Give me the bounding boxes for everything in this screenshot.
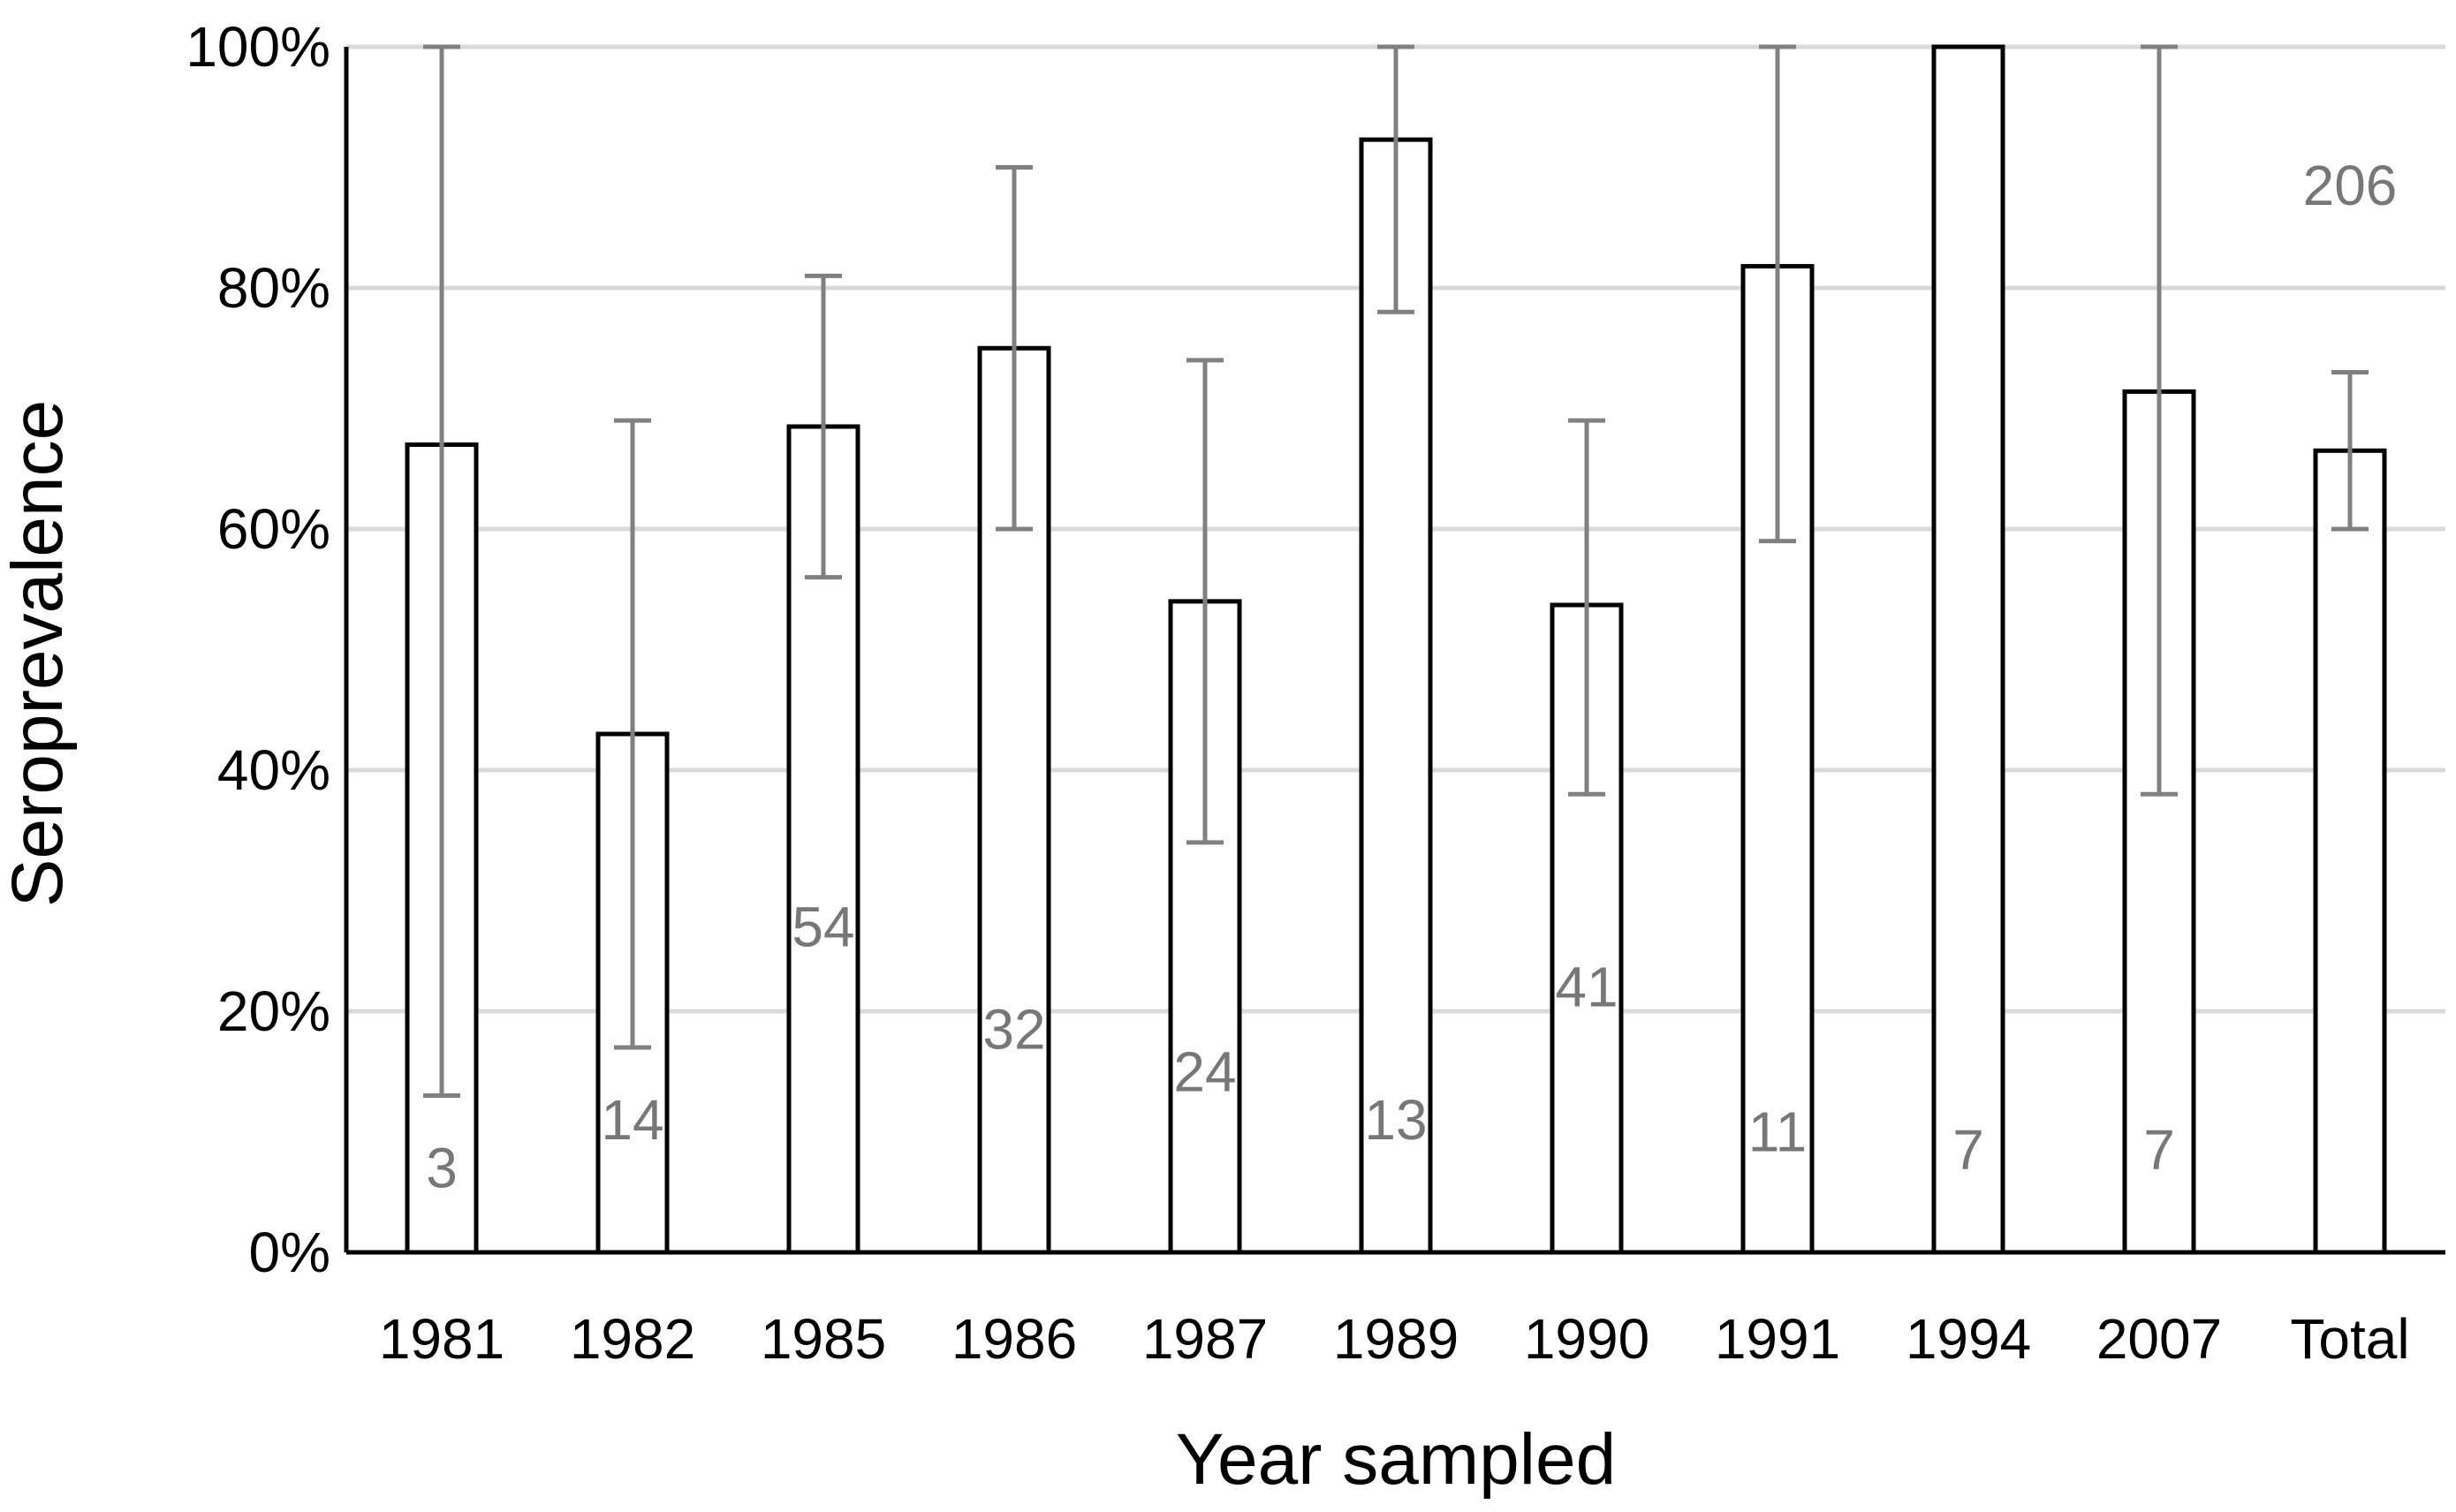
x-tick-label: 2007 [2096, 1307, 2222, 1371]
x-axis-title: Year sampled [1176, 1419, 1616, 1500]
y-tick-label: 80% [217, 256, 330, 320]
x-tick-label: 1994 [1906, 1307, 2031, 1371]
sample-size-label: 32 [982, 997, 1045, 1061]
x-tick-labels: 1981 1982 1985 1986 1987 1989 1990 1991 1994 2007… [379, 1307, 2410, 1371]
y-tick-label: 100% [186, 15, 330, 79]
x-tick-label: 1982 [570, 1307, 695, 1371]
sample-size-label: 54 [792, 895, 854, 958]
x-tick-label: Total [2290, 1307, 2409, 1371]
sample-size-label: 3 [426, 1136, 458, 1199]
sample-size-label: 7 [2143, 1118, 2175, 1182]
y-tick-label: 60% [217, 497, 330, 561]
x-tick-label: 1986 [951, 1307, 1077, 1371]
y-tick-label: 0% [249, 1221, 331, 1284]
sample-size-label: 7 [1952, 1118, 1984, 1182]
bar [1931, 44, 2005, 1255]
bars [405, 44, 2387, 1255]
sample-size-label: 206 [2303, 154, 2398, 217]
bar [2313, 448, 2387, 1255]
x-tick-label: 1985 [761, 1307, 886, 1371]
x-tick-label: 1991 [1715, 1307, 1840, 1371]
sample-size-label: 24 [1173, 1040, 1236, 1103]
y-tick-labels: 0% 20% 40% 60% 80% 100% [186, 15, 330, 1284]
x-tick-label: 1989 [1333, 1307, 1459, 1371]
y-axis-title: Seroprevalence [0, 400, 78, 907]
error-bars [423, 44, 2369, 1099]
sample-size-label: 41 [1555, 956, 1618, 1019]
sample-size-label: 11 [1748, 1100, 1807, 1164]
sample-size-labels: 3 14 54 32 24 13 41 11 7 7 206 [426, 154, 2397, 1199]
y-tick-label: 20% [217, 979, 330, 1043]
sample-size-label: 14 [601, 1088, 663, 1152]
x-tick-label: 1990 [1524, 1307, 1649, 1371]
sample-size-label: 13 [1364, 1088, 1427, 1152]
y-tick-label: 40% [217, 738, 330, 802]
axes [344, 47, 2445, 1255]
x-tick-label: 1981 [379, 1307, 504, 1371]
x-tick-label: 1987 [1142, 1307, 1268, 1371]
